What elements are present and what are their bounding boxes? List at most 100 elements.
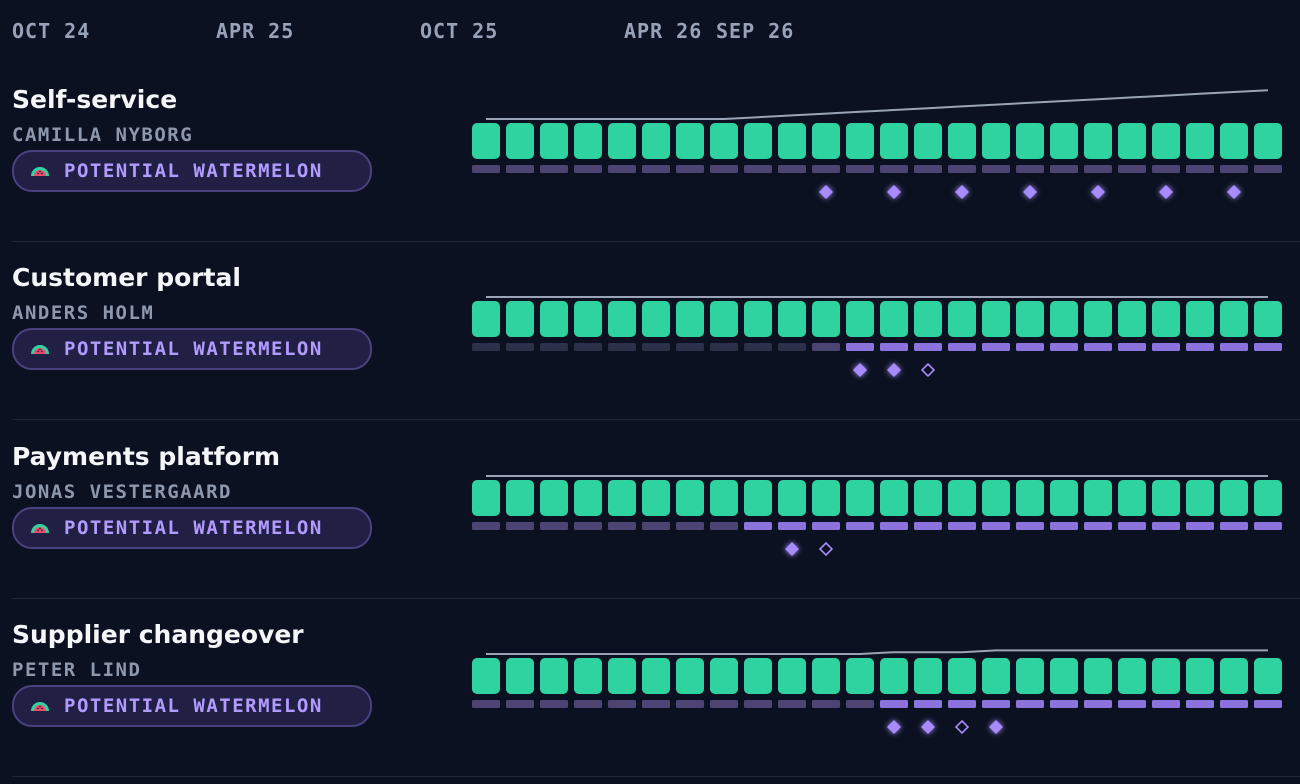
period-block — [1254, 301, 1282, 337]
period-track — [506, 343, 534, 351]
period-track — [1254, 522, 1282, 530]
period-track — [880, 165, 908, 173]
period-track — [1186, 700, 1214, 708]
period-track — [948, 343, 976, 351]
period-block — [710, 658, 738, 694]
watermelon-icon — [31, 702, 49, 711]
milestone-diamond — [955, 185, 969, 199]
status-badge[interactable]: POTENTIAL WATERMELON — [12, 328, 372, 370]
period-track — [846, 165, 874, 173]
period-block — [1016, 658, 1044, 694]
watermelon-icon — [31, 524, 49, 533]
milestone-diamond — [887, 363, 901, 377]
period-chart — [472, 89, 1282, 199]
milestone-diamond — [989, 720, 1003, 734]
period-track — [948, 522, 976, 530]
period-track — [1186, 165, 1214, 173]
period-track — [880, 343, 908, 351]
project-title[interactable]: Payments platform — [12, 442, 281, 471]
period-block — [948, 123, 976, 159]
period-track — [1016, 165, 1044, 173]
project-row-supplier-changeover[interactable]: Supplier changeover PETER LIND POTENTIAL… — [0, 599, 1300, 777]
period-track — [1118, 700, 1146, 708]
period-track — [472, 165, 500, 173]
watermelon-icon — [31, 167, 49, 176]
period-block — [1152, 123, 1180, 159]
period-block — [1220, 123, 1248, 159]
milestone-diamond — [1159, 185, 1173, 199]
period-block — [540, 301, 568, 337]
period-track — [676, 165, 704, 173]
period-track — [914, 165, 942, 173]
project-owner: JONAS VESTERGAARD — [12, 481, 232, 503]
period-block — [812, 123, 840, 159]
period-block — [1152, 301, 1180, 337]
period-track — [1152, 700, 1180, 708]
period-track — [676, 522, 704, 530]
period-block — [1118, 123, 1146, 159]
period-track — [642, 165, 670, 173]
period-track — [1152, 522, 1180, 530]
period-block — [642, 301, 670, 337]
period-track — [472, 522, 500, 530]
period-chart — [472, 475, 1282, 557]
project-row-payments-platform[interactable]: Payments platform JONAS VESTERGAARD POTE… — [0, 421, 1300, 599]
period-block — [948, 658, 976, 694]
period-block — [472, 123, 500, 159]
period-block — [914, 480, 942, 516]
period-block — [982, 480, 1010, 516]
period-track — [982, 343, 1010, 351]
period-track — [982, 165, 1010, 173]
period-track — [1186, 343, 1214, 351]
period-block — [1118, 301, 1146, 337]
period-block — [608, 658, 636, 694]
period-block — [982, 301, 1010, 337]
period-block — [676, 123, 704, 159]
period-track — [744, 700, 772, 708]
period-track — [1220, 343, 1248, 351]
milestone-diamond-outline — [818, 541, 834, 557]
project-row-self-service[interactable]: Self-service CAMILLA NYBORG POTENTIAL WA… — [0, 64, 1300, 242]
period-track — [676, 343, 704, 351]
period-track — [812, 700, 840, 708]
period-track — [1220, 522, 1248, 530]
period-track — [914, 343, 942, 351]
project-row-customer-portal[interactable]: Customer portal ANDERS HOLM POTENTIAL WA… — [0, 242, 1300, 420]
period-block — [642, 480, 670, 516]
project-owner: CAMILLA NYBORG — [12, 124, 194, 146]
period-block — [1016, 301, 1044, 337]
period-track — [914, 522, 942, 530]
period-track — [982, 522, 1010, 530]
period-track — [1118, 165, 1146, 173]
period-track — [710, 343, 738, 351]
milestone-diamond-outline — [954, 719, 970, 735]
period-track — [710, 165, 738, 173]
period-track — [1050, 165, 1078, 173]
project-title[interactable]: Customer portal — [12, 263, 241, 292]
milestone-diamond — [853, 363, 867, 377]
project-title[interactable]: Supplier changeover — [12, 620, 304, 649]
timeline-label: APR 26 — [624, 19, 703, 43]
period-block — [846, 658, 874, 694]
period-block — [1050, 480, 1078, 516]
period-block — [710, 123, 738, 159]
period-track — [1084, 343, 1112, 351]
period-block — [608, 301, 636, 337]
period-track — [608, 343, 636, 351]
period-track — [506, 700, 534, 708]
period-block — [642, 123, 670, 159]
row-divider — [12, 419, 1300, 420]
period-block — [642, 658, 670, 694]
project-title[interactable]: Self-service — [12, 85, 178, 114]
period-block — [1084, 301, 1112, 337]
status-badge[interactable]: POTENTIAL WATERMELON — [12, 685, 372, 727]
badge-label: POTENTIAL WATERMELON — [64, 160, 323, 182]
period-block — [1118, 658, 1146, 694]
period-block — [914, 123, 942, 159]
period-block — [744, 658, 772, 694]
status-badge[interactable]: POTENTIAL WATERMELON — [12, 150, 372, 192]
status-badge[interactable]: POTENTIAL WATERMELON — [12, 507, 372, 549]
period-block — [914, 301, 942, 337]
period-track — [812, 343, 840, 351]
row-divider — [12, 776, 1300, 777]
